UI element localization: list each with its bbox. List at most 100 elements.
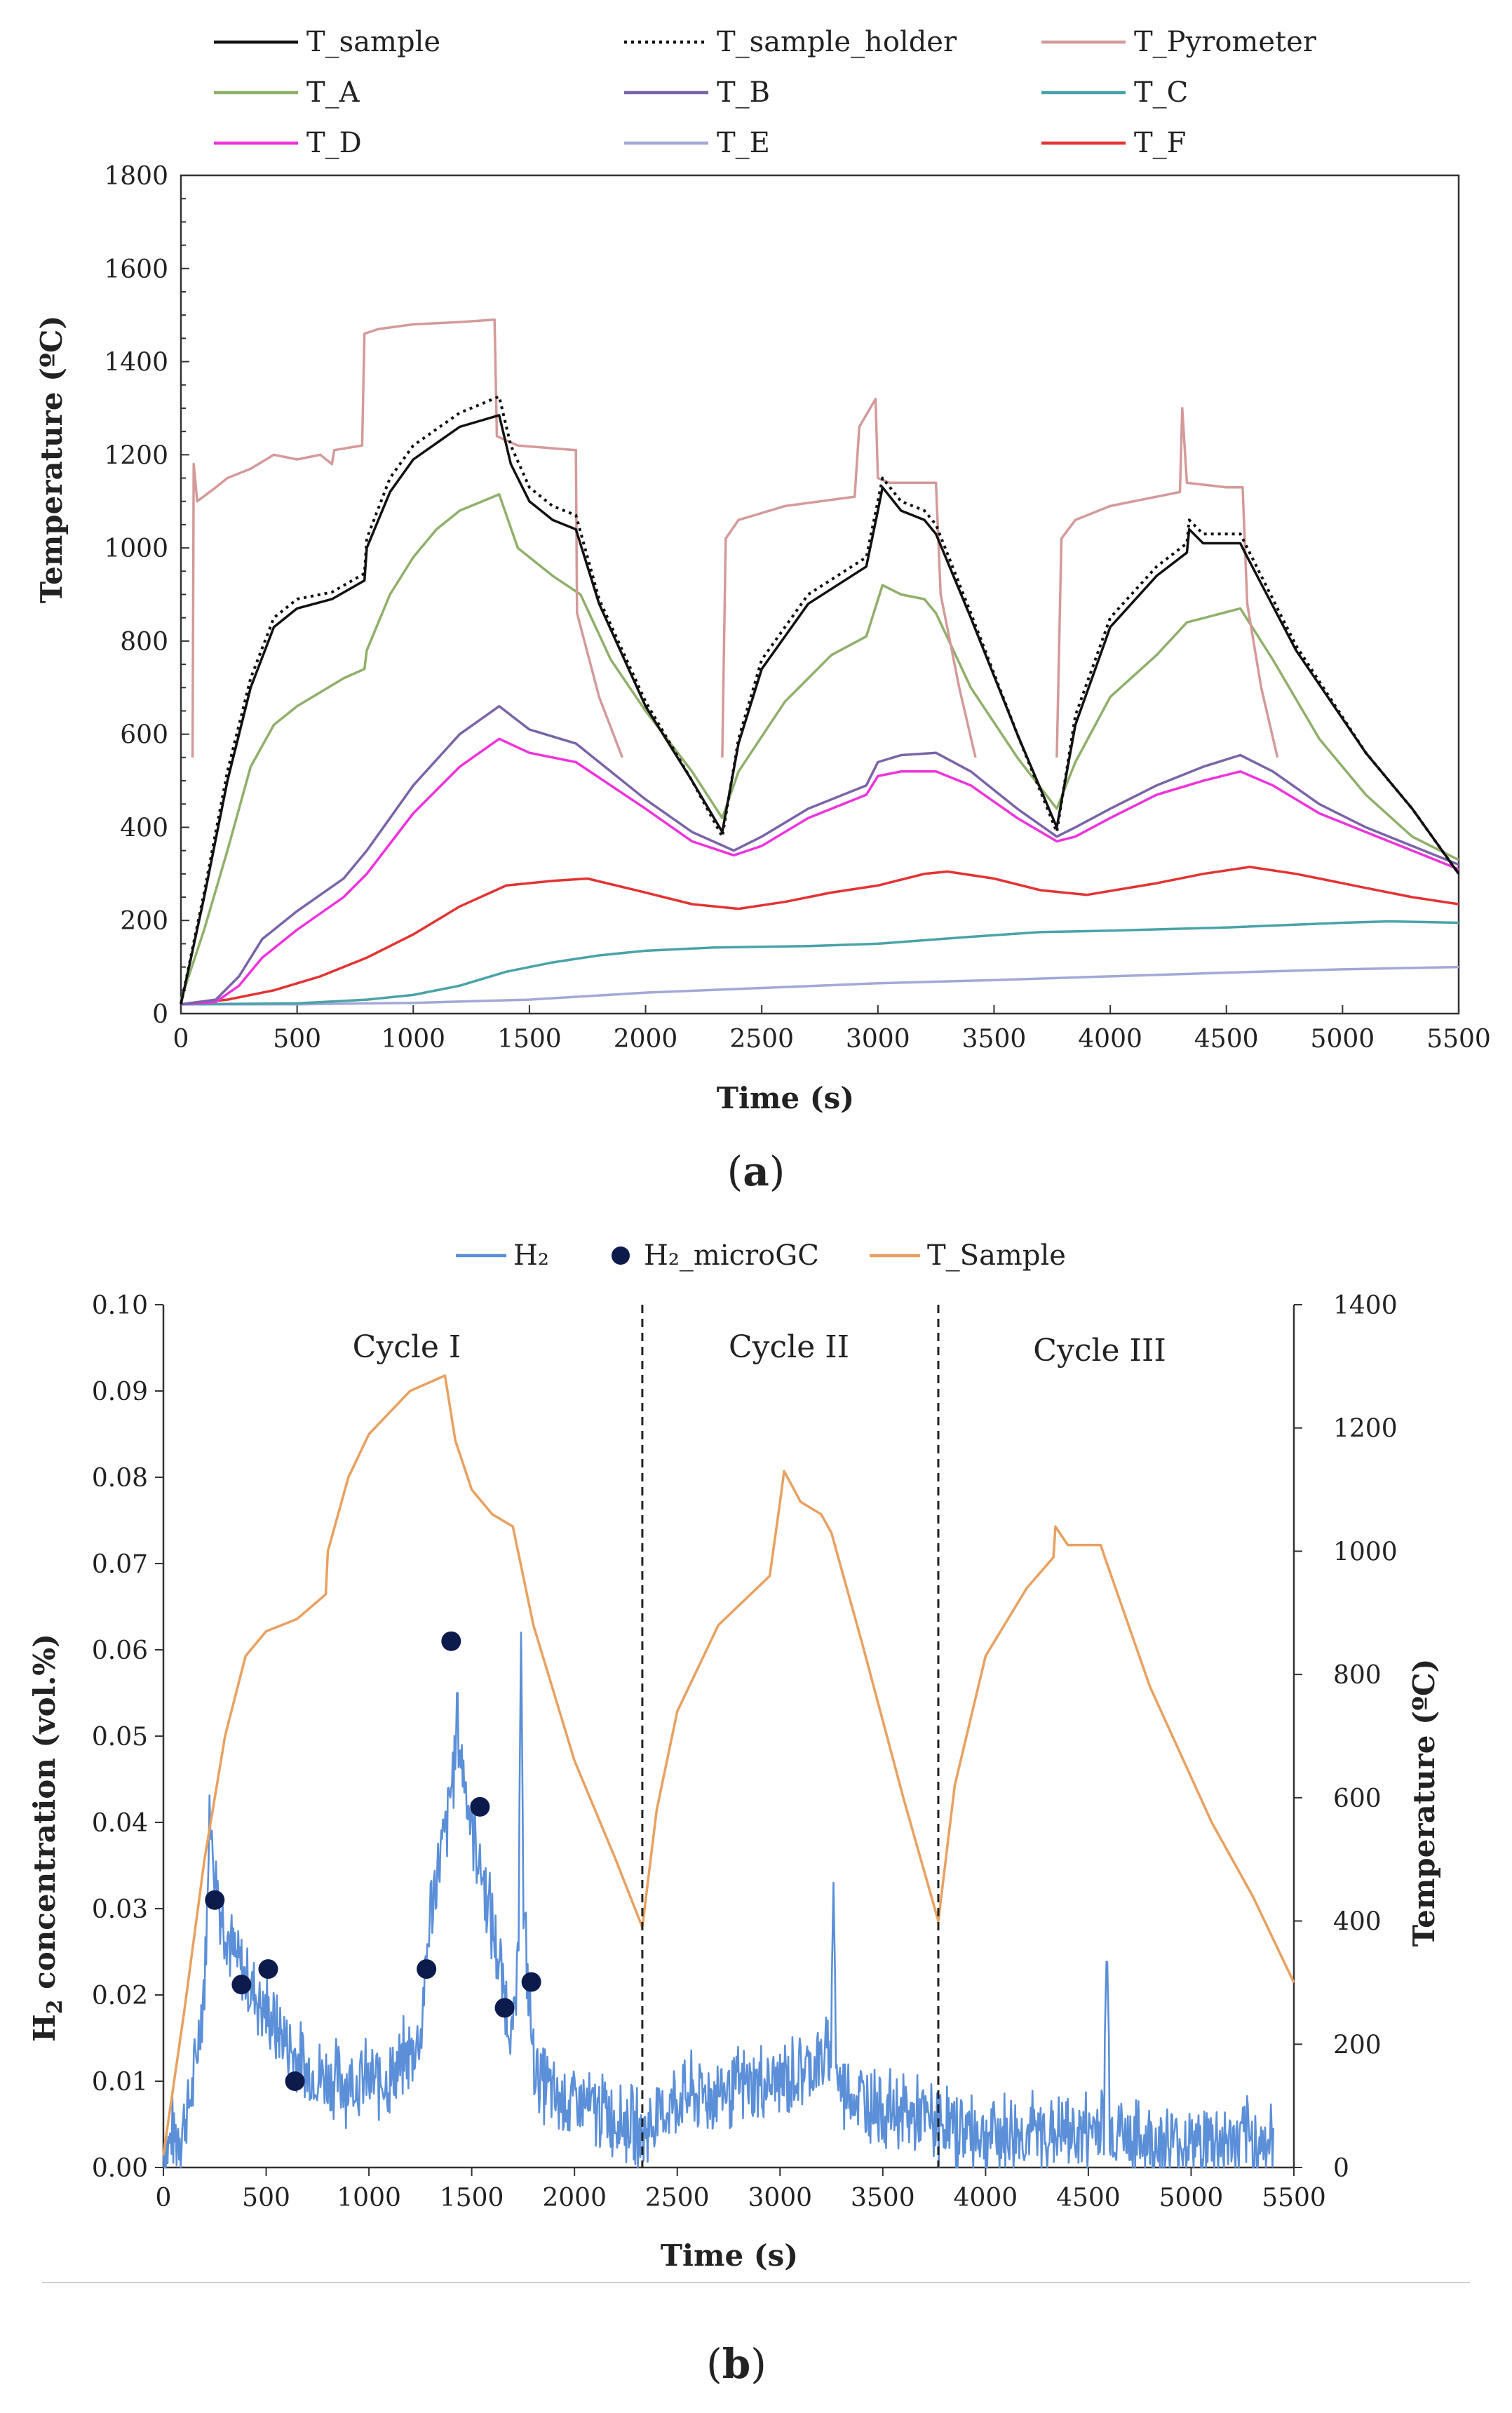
- panel-b-right-tick-label: 1200: [1333, 1415, 1398, 1444]
- series-line-t-sample: [162, 1374, 1295, 2156]
- panel-a-x-tick-label: 1500: [497, 1025, 562, 1054]
- series-line-h2: [162, 1632, 1274, 2169]
- panel-b-legend: H₂ H₂_microGC T_Sample: [456, 1239, 1066, 1272]
- series-line-t-pyrometer-3: [1055, 407, 1279, 758]
- panel-a-y-tick-label: 1600: [104, 255, 168, 284]
- panel-b-right-tick-label: 600: [1333, 1784, 1382, 1813]
- panel-b-left-tick-label: 0.07: [92, 1550, 148, 1579]
- panel-b-caption: (b): [706, 2340, 767, 2388]
- panel-b-x-tick-label: 2500: [645, 2184, 710, 2212]
- panel-b-left-tick-label: 0.00: [92, 2154, 148, 2183]
- panel-b-x-tick-label: 4500: [1056, 2184, 1121, 2212]
- panel-a-y-tick-label: 0: [152, 1000, 168, 1029]
- panel-a-y-axis-title: Temperature (ºC): [34, 316, 69, 604]
- panel-a-x-tick-label: 5000: [1311, 1025, 1375, 1054]
- h2-microgc-point-5: [417, 1959, 437, 1980]
- panel-a-caption-close: ): [769, 1148, 785, 1195]
- panel-b-x-tick-label: 4000: [954, 2184, 1018, 2212]
- panel-b-left-tick-label: 0.04: [92, 1809, 148, 1838]
- legend-label-t-a: T_A: [306, 76, 360, 109]
- panel-b-series: [162, 1305, 1295, 2169]
- panel-b-chart: H₂ H₂_microGC T_Sample 0 500 1000 1500 2000 250…: [27, 1239, 1470, 2388]
- panel-b-x-tick-label: 500: [242, 2184, 290, 2212]
- panel-b-cycle-labels: Cycle I Cycle II Cycle III: [353, 1329, 1166, 1369]
- panel-b-caption-letter: b: [722, 2340, 751, 2388]
- panel-b-right-tick-label: 200: [1333, 2031, 1382, 2059]
- panel-b-left-tick-label: 0.06: [92, 1636, 148, 1665]
- series-line-t-pyrometer-2: [721, 397, 977, 758]
- panel-a-y-tick-label: 200: [120, 907, 168, 936]
- series-line-t-a: [180, 493, 1459, 1000]
- panel-a-y-tick-label: 600: [120, 721, 168, 750]
- panel-a-y-tick-label: 400: [120, 814, 168, 842]
- panel-a-caption-open: (: [727, 1148, 743, 1195]
- panel-a-x-tick-label: 1000: [381, 1025, 445, 1054]
- panel-a-y-tick-label: 800: [120, 628, 168, 657]
- legend-label-t-d: T_D: [306, 127, 362, 159]
- panel-a-y-tick-label: 1200: [104, 441, 168, 470]
- h2-microgc-point-6: [441, 1631, 461, 1651]
- panel-b-left-tick-label: 0.08: [92, 1464, 148, 1493]
- h2-microgc-point-1: [205, 1890, 225, 1910]
- series-line-t-e: [181, 965, 1459, 1006]
- h2-microgc-point-4: [285, 2071, 305, 2091]
- panel-b-left-tick-label: 0.01: [92, 2068, 148, 2097]
- panel-b-left-tick-label: 0.05: [92, 1723, 148, 1752]
- panel-b-left-y-axis-title-sub: 2: [43, 1999, 67, 2014]
- h2-microgc-point-8: [494, 1998, 515, 2018]
- panel-b-right-tick-label: 1400: [1333, 1291, 1398, 1320]
- panel-a-x-tick-label: 2500: [729, 1025, 794, 1054]
- panel-a-legend: T_sample T_sample_holder T_Pyrometer T_A T_B…: [214, 26, 1317, 159]
- panel-a-chart: T_sample T_sample_holder T_Pyrometer T_A T_B…: [34, 26, 1491, 1195]
- panel-b-x-axis-title: Time (s): [661, 2238, 798, 2273]
- panel-a-x-tick-label: 3500: [962, 1025, 1027, 1054]
- panel-a-x-tick-label: 500: [273, 1025, 321, 1054]
- panel-b-tick-labels: 0 500 1000 1500 2000 2500 3000 3500 4000 4500 5000…: [92, 1291, 1398, 2212]
- panel-a-y-tick-label: 1000: [104, 535, 168, 563]
- series-line-t-d: [180, 737, 1459, 1006]
- panel-a-y-tick-label: 1400: [104, 349, 168, 377]
- legend-label-t-f: T_F: [1134, 127, 1186, 159]
- panel-a-caption: (a): [727, 1148, 785, 1195]
- h2-microgc-point-7: [470, 1796, 490, 1817]
- panel-b-right-y-axis-title: Temperature (ºC): [1407, 1659, 1441, 1947]
- panel-b-left-tick-label: 0.09: [92, 1378, 148, 1406]
- panel-a-y-tick-label: 1800: [104, 162, 168, 191]
- panel-a-x-tick-label: 4000: [1078, 1025, 1142, 1054]
- panel-b-x-tick-label: 3000: [748, 2184, 812, 2212]
- panel-a-x-tick-label: 2000: [614, 1025, 678, 1054]
- series-line-t-pyrometer-1: [191, 318, 624, 758]
- panel-a-x-tick-label: 5500: [1426, 1025, 1491, 1054]
- panel-b-left-y-axis-title-post: concentration (vol.%): [27, 1634, 62, 2000]
- panel-b-right-tick-label: 800: [1333, 1661, 1382, 1690]
- panel-b-left-y-axis-title: H2 concentration (vol.%): [27, 1634, 67, 2042]
- panel-a-x-tick-label: 0: [173, 1025, 189, 1054]
- panel-b-x-tick-label: 0: [156, 2184, 172, 2212]
- panel-a-series: [180, 318, 1460, 1006]
- series-line-t-sample-holder: [180, 395, 1460, 1005]
- cycle-label-3: Cycle III: [1033, 1333, 1166, 1369]
- legend-label-h2: H₂: [513, 1239, 549, 1272]
- panel-b-right-tick-label: 0: [1333, 2154, 1349, 2183]
- panel-a-caption-letter: a: [743, 1148, 769, 1195]
- legend-label-t-sample-holder: T_sample_holder: [717, 26, 957, 58]
- legend-label-t-e: T_E: [717, 127, 770, 159]
- panel-b-x-tick-label: 2000: [542, 2184, 607, 2212]
- legend-swatch-h2-microgc: [612, 1246, 630, 1265]
- panel-b-left-tick-label: 0.10: [92, 1291, 148, 1320]
- panel-a-axes: [180, 174, 1460, 1015]
- cycle-label-1: Cycle I: [353, 1329, 461, 1365]
- panel-a-x-tick-label: 4500: [1194, 1025, 1259, 1054]
- panel-a-x-tick-label: 3000: [846, 1025, 910, 1054]
- panel-b-x-tick-label: 5000: [1159, 2184, 1224, 2212]
- series-line-t-sample: [180, 414, 1460, 1005]
- legend-label-t-b: T_B: [717, 76, 770, 109]
- panel-b-x-tick-label: 1500: [440, 2184, 504, 2212]
- panel-b-caption-open: (: [706, 2340, 722, 2388]
- panel-b-left-tick-label: 0.03: [92, 1895, 148, 1924]
- series-line-t-b: [180, 705, 1459, 1006]
- series-line-t-c: [180, 920, 1459, 1006]
- panel-b-caption-close: ): [750, 2340, 767, 2388]
- series-line-t-f: [180, 866, 1459, 1006]
